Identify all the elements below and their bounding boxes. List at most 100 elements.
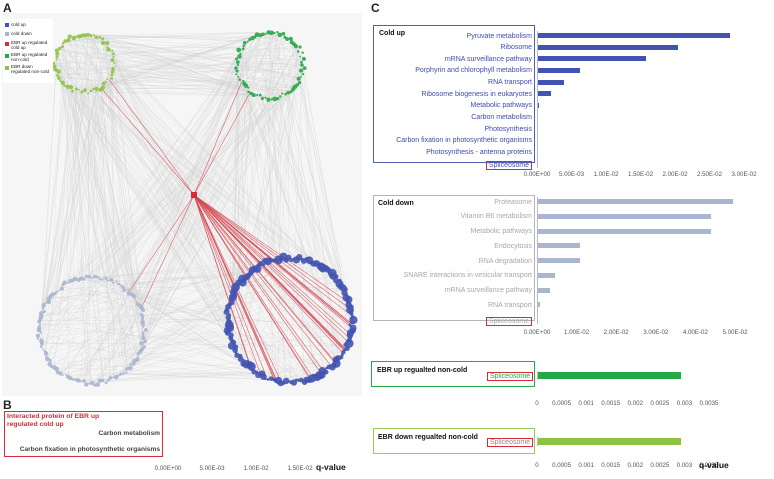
ebr-down-axis-line bbox=[537, 437, 538, 446]
cold-down-node bbox=[89, 380, 95, 386]
legend-label-cold-down: cold down bbox=[11, 31, 32, 36]
gray-edge bbox=[287, 92, 290, 259]
red-edge bbox=[193, 194, 351, 335]
red-edge bbox=[193, 194, 322, 374]
gray-edge bbox=[72, 36, 111, 281]
ebr-down-non-cold-node bbox=[112, 56, 115, 58]
cold-down-node bbox=[131, 294, 136, 299]
cold-down-tick-label: 3.00E-02 bbox=[643, 329, 669, 336]
ebr-down-non-cold-node bbox=[53, 67, 58, 72]
ebr-up-non-cold-node bbox=[261, 32, 265, 37]
gray-edge bbox=[143, 289, 345, 317]
cold-down-node bbox=[50, 292, 55, 297]
ebr-down-non-cold-node bbox=[71, 35, 77, 41]
cold-down-node bbox=[79, 276, 84, 281]
cold-up-category-label: mRNA surveillance pathway bbox=[444, 55, 532, 63]
gray-edge bbox=[123, 301, 138, 373]
ebr-down-tick-label: 0.001 bbox=[578, 462, 594, 469]
ebr-down-title: EBR down regualted non-cold bbox=[378, 434, 478, 441]
gray-edge bbox=[86, 31, 270, 278]
cold-down-node bbox=[84, 382, 89, 387]
cold-down-tick-label: 5.00E-02 bbox=[722, 329, 748, 336]
ebr-up-non-cold-node bbox=[297, 81, 302, 85]
cold-down-box bbox=[373, 195, 535, 321]
gray-edge bbox=[86, 64, 238, 278]
ebr-down-non-cold-node bbox=[98, 87, 103, 92]
gray-edge bbox=[280, 96, 312, 262]
gray-edge bbox=[113, 58, 329, 272]
gray-edge bbox=[39, 90, 78, 342]
gray-edge bbox=[261, 96, 325, 372]
red-edge bbox=[193, 194, 345, 351]
ebr-down-non-cold-node bbox=[55, 55, 59, 59]
gray-edge bbox=[87, 60, 238, 93]
cold-down-bar bbox=[538, 258, 581, 263]
ebr-down-non-cold-node bbox=[71, 89, 74, 93]
cold-down-node bbox=[144, 328, 148, 332]
ebr-up-non-cold-node bbox=[242, 40, 247, 45]
gray-edge bbox=[142, 35, 286, 347]
cold-down-node bbox=[39, 345, 43, 348]
ebr-up-non-cold-node bbox=[250, 36, 255, 41]
gray-edge bbox=[107, 47, 299, 280]
red-edge bbox=[193, 194, 314, 378]
gray-edge bbox=[300, 78, 350, 338]
ebr-up-non-cold-node bbox=[285, 37, 290, 41]
ebr-up-tick-label: 0.0035 bbox=[699, 400, 719, 407]
cold-down-node bbox=[142, 326, 144, 329]
ebr-up-non-cold-node bbox=[301, 56, 306, 61]
gray-edge bbox=[39, 94, 286, 323]
gray-edge bbox=[237, 60, 300, 81]
cold-down-node bbox=[52, 365, 57, 370]
ebr-down-non-cold-node bbox=[106, 78, 109, 81]
cold-down-node bbox=[115, 280, 118, 283]
gray-edge bbox=[56, 68, 145, 326]
gray-edge bbox=[77, 34, 259, 97]
cold-up-tick-label: 1.50E-02 bbox=[627, 171, 654, 178]
gray-edge bbox=[44, 33, 85, 306]
gray-edge bbox=[135, 33, 261, 300]
ebr-down-non-cold-node bbox=[110, 77, 114, 80]
gray-edge bbox=[51, 280, 74, 365]
ebr-up-non-cold-node bbox=[246, 40, 249, 43]
ebr-down-non-cold-node bbox=[111, 49, 114, 52]
cold-up-bar bbox=[538, 79, 564, 85]
ebr-up-non-cold-node bbox=[234, 66, 238, 70]
gray-edge bbox=[300, 76, 353, 324]
gray-edge bbox=[63, 43, 252, 93]
gray-edge bbox=[84, 34, 88, 93]
cold-down-node bbox=[42, 307, 45, 310]
ebr-down-non-cold-node bbox=[106, 46, 108, 48]
gray-edge bbox=[230, 335, 328, 370]
cold-down-node bbox=[125, 367, 129, 371]
cold-up-tick-label: 2.00E-02 bbox=[662, 171, 688, 178]
red-edge bbox=[193, 194, 352, 310]
gray-edge bbox=[86, 91, 280, 260]
ebr-up-non-cold-node bbox=[298, 45, 302, 49]
cold-down-node bbox=[47, 361, 52, 367]
cold-up-node bbox=[289, 257, 294, 262]
legend-label-ebr-down-non-cold: EBR down regulated non-cold bbox=[11, 64, 50, 74]
gray-edge bbox=[50, 336, 145, 363]
cold-down-node bbox=[80, 380, 82, 383]
cold-down-node bbox=[41, 347, 44, 350]
gray-edge bbox=[100, 32, 266, 39]
gray-edge bbox=[80, 40, 248, 279]
cold-up-box bbox=[373, 25, 535, 163]
gray-edge bbox=[90, 34, 230, 333]
ebr-down-non-cold-node bbox=[89, 89, 93, 93]
cold-down-node bbox=[122, 288, 126, 292]
cold-up-bar bbox=[538, 67, 581, 73]
cold-down-node bbox=[88, 382, 91, 385]
cold-up-category-label: Carbon metabolism bbox=[471, 114, 532, 122]
ebr-down-non-cold-node bbox=[69, 84, 74, 90]
cold-down-axis-line bbox=[537, 197, 538, 324]
cold-down-node bbox=[127, 288, 130, 291]
gray-edge bbox=[268, 32, 276, 98]
gray-edge bbox=[55, 63, 91, 92]
gray-edge bbox=[57, 54, 238, 73]
ebr-down-non-cold-node bbox=[86, 32, 90, 37]
cold-down-category-label: Vitamin B6 metabolism bbox=[460, 213, 532, 221]
gray-edge bbox=[75, 90, 87, 383]
ebr-down-non-cold-node bbox=[75, 35, 78, 38]
